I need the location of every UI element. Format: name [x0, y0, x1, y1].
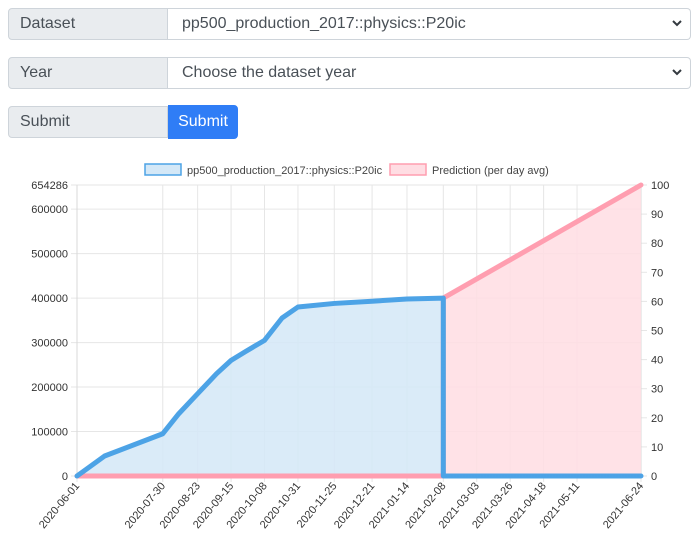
- y-right-tick-label: 70: [651, 267, 663, 279]
- chevron-down-icon: [672, 69, 682, 76]
- y-right-tick-label: 40: [651, 355, 663, 367]
- y-left-tick-label: 200000: [31, 382, 68, 394]
- y-right-tick-label: 30: [651, 384, 663, 396]
- y-left-tick-label: 400000: [31, 293, 68, 305]
- year-select[interactable]: Choose the dataset year: [168, 57, 691, 89]
- y-right-tick-label: 10: [651, 442, 663, 454]
- submit-label: Submit: [8, 106, 168, 138]
- year-row: Year Choose the dataset year: [8, 57, 691, 91]
- y-right-tick-label: 60: [651, 296, 663, 308]
- y-right-tick-label: 100: [651, 180, 669, 192]
- chevron-down-icon: [672, 20, 682, 27]
- y-right-tick-label: 90: [651, 209, 663, 221]
- series-area-0: [77, 298, 641, 476]
- y-left-max-label: 654286: [31, 180, 68, 192]
- y-left-tick-label: 600000: [31, 204, 68, 216]
- dataset-select-value: pp500_production_2017::physics::P20ic: [182, 15, 466, 32]
- y-right-tick-label: 20: [651, 413, 663, 425]
- series-line-texture-1: [77, 184, 642, 477]
- y-left-tick-label: 500000: [31, 249, 68, 261]
- y-left-tick-label: 100000: [31, 427, 68, 439]
- x-tick-label: 2021-06-24: [601, 480, 646, 531]
- legend-swatch: [144, 163, 182, 176]
- legend-label: Prediction (per day avg): [432, 165, 549, 177]
- chart: 2020-06-01 2020-07-302020-08-232020-09-15…: [31, 163, 669, 531]
- legend-label: pp500_production_2017::physics::P20ic: [187, 165, 383, 177]
- series-line-0: [74, 295, 644, 479]
- y-right-tick-label: 80: [651, 238, 663, 250]
- series-area-1: [77, 185, 641, 476]
- y-left-tick-label: 300000: [31, 338, 68, 350]
- dataset-label: Dataset: [8, 8, 168, 40]
- submit-row: Submit Submit: [8, 105, 238, 140]
- dataset-row: Dataset pp500_production_2017::physics::…: [8, 8, 691, 42]
- submit-button[interactable]: Submit: [168, 105, 238, 139]
- y-right-tick-label: 50: [651, 326, 663, 338]
- y-right-tick-label: 0: [651, 471, 657, 483]
- dataset-select[interactable]: pp500_production_2017::physics::P20ic: [168, 8, 691, 40]
- year-select-value: Choose the dataset year: [182, 64, 357, 81]
- year-label: Year: [8, 57, 168, 89]
- legend-swatch: [389, 163, 427, 176]
- y-left-tick-label: 0: [62, 471, 68, 483]
- x-tick-label: 2020-06-01: [37, 480, 82, 531]
